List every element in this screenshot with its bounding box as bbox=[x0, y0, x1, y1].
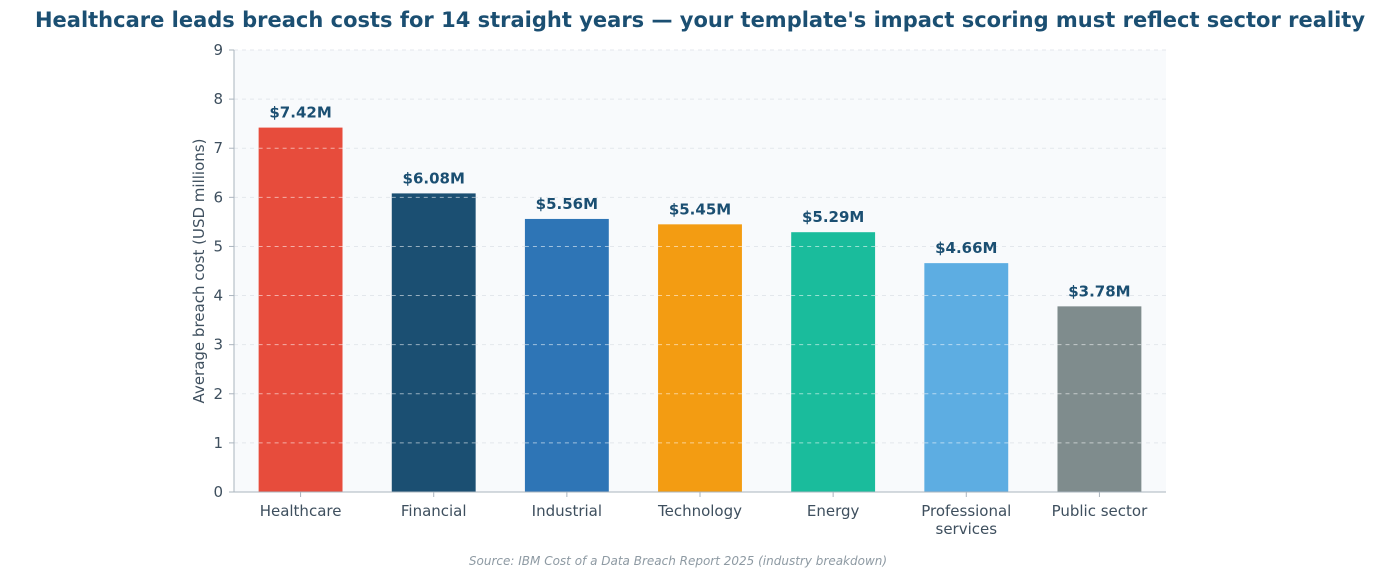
bar bbox=[791, 232, 876, 493]
data-label: $7.42M bbox=[269, 104, 331, 122]
y-tick-label: 9 bbox=[213, 41, 223, 59]
x-tick-label: Healthcare bbox=[260, 502, 342, 520]
y-tick-label: 3 bbox=[213, 336, 223, 354]
data-label: $4.66M bbox=[935, 239, 997, 257]
x-tick-label: Professional services bbox=[921, 502, 1011, 538]
y-tick-label: 4 bbox=[213, 287, 223, 305]
bar bbox=[1057, 306, 1142, 492]
bar bbox=[258, 127, 343, 493]
x-tick-label: Public sector bbox=[1052, 502, 1149, 520]
chart-title: Healthcare leads breach costs for 14 str… bbox=[34, 8, 1366, 32]
bar bbox=[924, 263, 1009, 492]
data-label: $5.29M bbox=[802, 208, 864, 226]
y-tick-label: 8 bbox=[213, 90, 223, 108]
y-tick-label: 7 bbox=[213, 139, 223, 157]
x-tick-label: Financial bbox=[401, 502, 467, 520]
data-label: $6.08M bbox=[403, 169, 465, 187]
x-tick-label: Energy bbox=[807, 502, 860, 520]
y-tick-label: 0 bbox=[213, 483, 223, 501]
x-tick-label: Industrial bbox=[532, 502, 602, 520]
bar bbox=[658, 224, 742, 492]
y-tick-label: 1 bbox=[213, 434, 223, 452]
bar-gridlines bbox=[258, 147, 1142, 444]
bar bbox=[524, 218, 609, 493]
labels: 0 1 2 3 4 5 6 7 8 9 $7.42M Healthcare $6.08M Financia… bbox=[213, 41, 1148, 538]
data-label: $3.78M bbox=[1068, 282, 1130, 300]
bar bbox=[391, 193, 476, 492]
y-axis-label: Average breach cost (USD millions) bbox=[190, 139, 208, 404]
y-tick-label: 6 bbox=[213, 188, 223, 206]
bars bbox=[258, 127, 1142, 493]
y-tick-label: 2 bbox=[213, 385, 223, 403]
data-label: $5.45M bbox=[669, 200, 731, 218]
data-label: $5.56M bbox=[536, 195, 598, 213]
chart-source: Source: IBM Cost of a Data Breach Report… bbox=[468, 554, 888, 568]
axes bbox=[229, 49, 1166, 497]
x-tick-label: Technology bbox=[657, 502, 742, 520]
y-tick-label: 5 bbox=[213, 237, 223, 255]
